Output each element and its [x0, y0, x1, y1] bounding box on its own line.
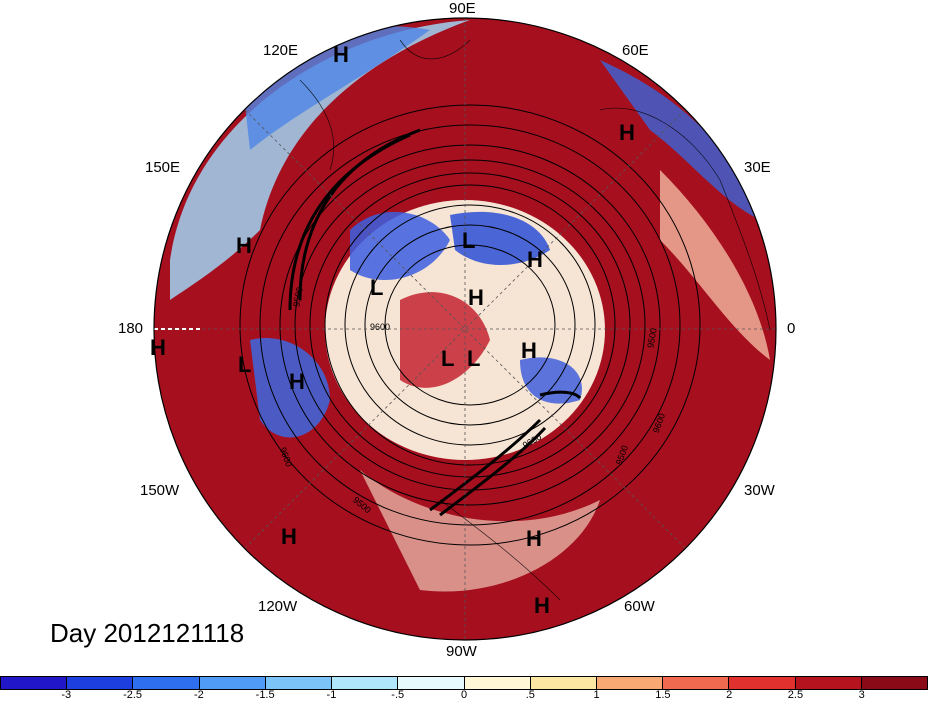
anomaly-red-polar — [400, 292, 490, 388]
colorbar-tick-label: 1.5 — [655, 689, 671, 701]
colorbar-tick-label: 3 — [858, 689, 865, 701]
pressure-center-label: H — [619, 120, 635, 145]
colorbar-tick-label: 2 — [726, 689, 733, 701]
colorbar-swatch — [663, 677, 730, 689]
pressure-center-label: H — [526, 526, 542, 551]
colorbar-tick-label: .5 — [525, 689, 535, 701]
pressure-center-label: L — [462, 228, 476, 253]
colorbar-swatch — [861, 677, 928, 689]
anomaly-blue-west — [250, 338, 330, 438]
colorbar-tick-label: -1 — [326, 689, 337, 701]
lon-label-150e: 150E — [145, 159, 181, 176]
colorbar-swatch — [67, 677, 134, 689]
pressure-center-label: H — [150, 335, 166, 360]
anomaly-blue-nw — [170, 20, 470, 300]
lon-label-180: 180 — [118, 320, 144, 337]
lon-label-150w: 150W — [140, 482, 180, 499]
lon-label-90w: 90W — [446, 643, 477, 660]
coastlines — [299, 39, 771, 601]
pressure-center-label: L — [467, 346, 481, 371]
colorbar-swatch — [265, 677, 333, 689]
colorbar-swatch — [464, 677, 531, 689]
colorbar-tick-label: -.5 — [391, 689, 405, 701]
colorbar-swatch — [530, 677, 597, 689]
lon-label-120w: 120W — [258, 598, 298, 615]
lon-label-90e: 90E — [449, 0, 476, 17]
pressure-center-label: H — [333, 42, 349, 67]
pressure-center-label: H — [236, 233, 252, 258]
map-border — [153, 17, 777, 641]
colorbar-swatch — [332, 677, 399, 689]
pressure-center-label: L — [238, 352, 252, 377]
colorbar-swatch — [398, 677, 465, 689]
colorbar-swatch — [729, 677, 796, 689]
pressure-center-label: H — [468, 285, 484, 310]
contour-label: 9600 — [370, 322, 391, 332]
colorbar-tick-label: 2.5 — [787, 689, 804, 701]
wind-maxima — [288, 128, 582, 517]
colorbar-swatch — [795, 677, 862, 689]
pressure-center-label: H — [534, 593, 550, 618]
pressure-center-label: H — [521, 338, 537, 363]
lon-label-0: 0 — [787, 320, 796, 337]
pressure-center-label: H — [527, 247, 543, 272]
colorbar-tick-label: -1.5 — [255, 689, 275, 701]
meridians — [154, 18, 776, 640]
lon-label-30w: 30W — [744, 482, 775, 499]
pressure-center-label: L — [370, 275, 384, 300]
colorbar-tick-label: 1 — [593, 689, 600, 701]
lon-label-60w: 60W — [624, 598, 655, 615]
colorbar — [0, 676, 928, 690]
colorbar-tick-label: -2.5 — [123, 689, 143, 701]
anomaly-blue-polar1 — [350, 211, 450, 280]
map-title: Day 2012121118 — [50, 618, 245, 648]
colorbar-swatch — [596, 677, 664, 689]
colorbar-swatch — [199, 677, 266, 689]
colorbar-swatch — [133, 677, 200, 689]
colorbar-tick-label: -2 — [193, 689, 204, 701]
lon-label-60e: 60E — [622, 42, 649, 59]
pressure-center-label: H — [289, 369, 305, 394]
lon-label-120e: 120E — [263, 42, 299, 59]
anomaly-light-e — [660, 170, 770, 360]
colorbar-tick-label: -3 — [61, 689, 72, 701]
colorbar-swatch — [1, 677, 68, 689]
pressure-center-label: H — [281, 524, 297, 549]
height-contours — [239, 104, 701, 546]
lon-label-30e: 30E — [744, 159, 771, 176]
pressure-center-label: L — [441, 346, 455, 371]
colorbar-tick-label: 0 — [460, 689, 468, 701]
